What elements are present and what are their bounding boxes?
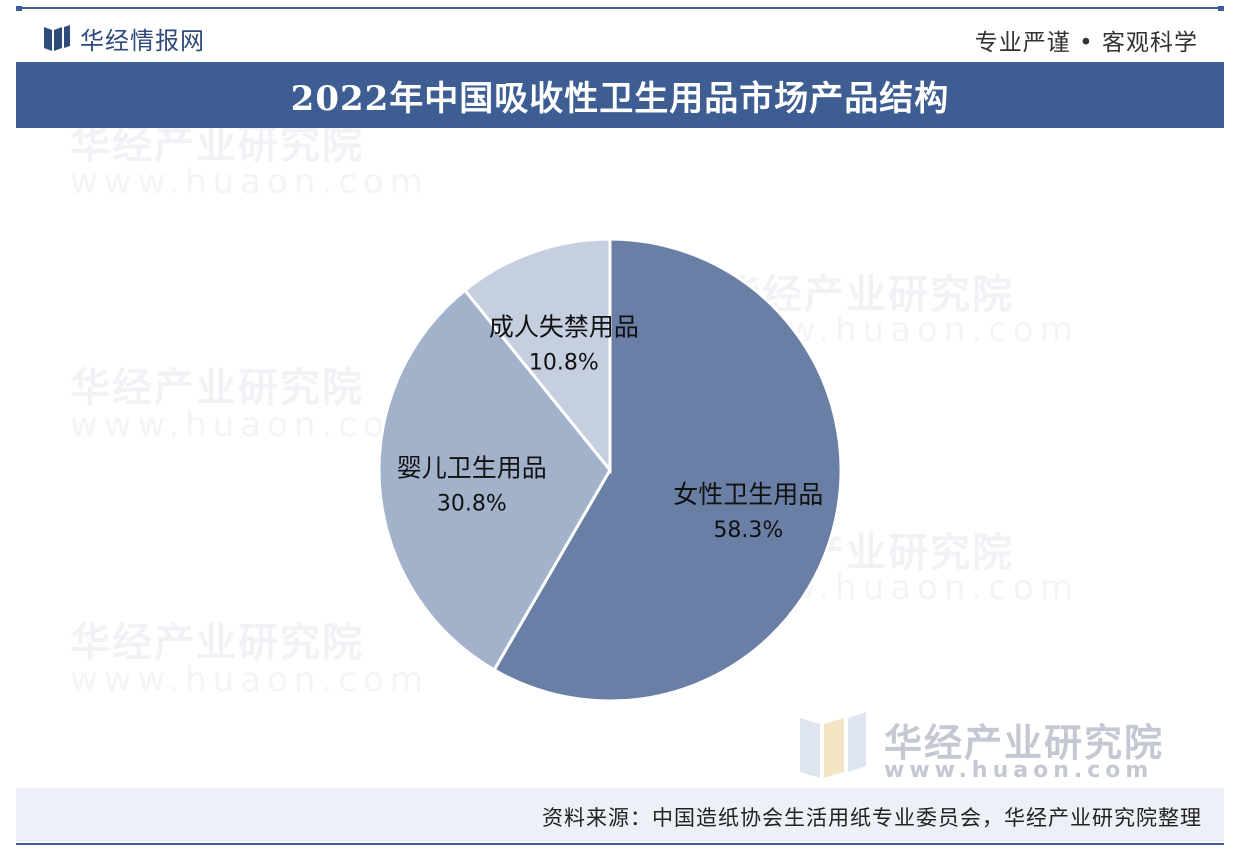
pie-slice <box>492 237 843 703</box>
brand-name: 华经情报网 <box>80 27 205 55</box>
slice-value-label: 30.8% <box>437 492 507 517</box>
slogan: 专业严谨 • 客观科学 <box>974 30 1198 56</box>
watermark-brand-text: 华经产业研究院 <box>884 721 1165 765</box>
chart-title-band: 2022年中国吸收性卫生用品市场产品结构 <box>16 62 1224 128</box>
pie-slice <box>377 288 612 672</box>
brand: 华经情报网 <box>44 21 205 56</box>
data-source: 资料来源：中国造纸协会生活用纸专业委员会，华经产业研究院整理 <box>542 806 1202 830</box>
watermark-logo-icon <box>800 712 866 778</box>
chart-area: 女性卫生用品 58.3% 婴儿卫生用品 30.8% 成人失禁用品 10.8% <box>0 128 1242 788</box>
chart-title: 2022年中国吸收性卫生用品市场产品结构 <box>290 78 950 119</box>
brand-logo-icon <box>44 24 70 51</box>
slice-value-label: 58.3% <box>713 518 783 543</box>
pie-slice <box>462 237 612 475</box>
slice-value-label: 10.8% <box>529 350 599 375</box>
slice-category-label: 女性卫生用品 <box>673 480 823 509</box>
slice-category-label: 成人失禁用品 <box>489 312 639 341</box>
header: 华经情报网 专业严谨 • 客观科学 <box>16 14 1224 58</box>
footer: 资料来源：中国造纸协会生活用纸专业委员会，华经产业研究院整理 <box>16 788 1224 842</box>
slice-category-label: 婴儿卫生用品 <box>397 454 547 483</box>
pie-chart: 女性卫生用品 58.3% 婴儿卫生用品 30.8% 成人失禁用品 10.8% <box>377 237 843 703</box>
watermark-brand-url: www.huaon.com <box>884 758 1154 783</box>
top-frame-line <box>16 6 1224 11</box>
bottom-frame-line <box>16 843 1224 845</box>
